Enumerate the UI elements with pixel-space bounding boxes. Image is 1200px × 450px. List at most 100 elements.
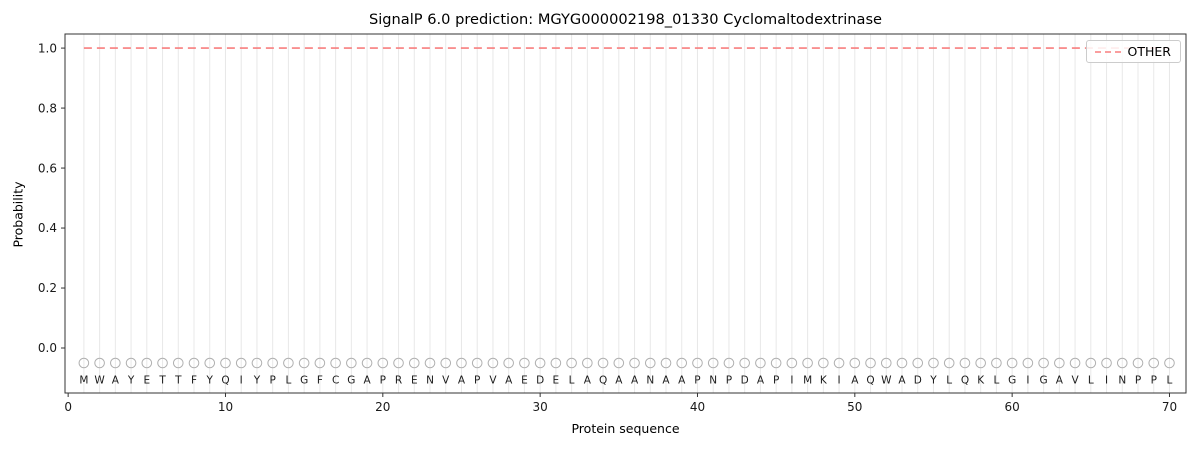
residue-marker	[1054, 357, 1065, 369]
residue-marker	[157, 357, 168, 369]
residue-marker	[707, 357, 719, 369]
residue-letter: G	[1008, 375, 1016, 387]
y-tick-label: 0.0	[38, 341, 57, 355]
residue-letter: D	[536, 375, 544, 387]
residue-letter: N	[646, 375, 654, 387]
residue-marker	[204, 357, 216, 369]
residue-letter: P	[380, 375, 386, 387]
residue-marker	[550, 357, 562, 369]
residue-letter: C	[332, 375, 339, 387]
residue-letter: P	[773, 375, 779, 387]
residue-letter: Q	[599, 375, 607, 387]
residue-marker	[534, 357, 546, 369]
residue-marker	[991, 357, 1002, 369]
residue-letter: Y	[929, 375, 937, 387]
residue-letter: P	[1151, 375, 1157, 387]
residue-marker	[346, 357, 357, 369]
x-tick-label: 60	[1005, 400, 1020, 414]
chart-title: SignalP 6.0 prediction: MGYG000002198_01…	[368, 11, 883, 28]
residue-letter: P	[270, 375, 276, 387]
residue-letter: I	[1105, 375, 1108, 387]
residue-letter: A	[1056, 375, 1064, 387]
residue-marker	[188, 357, 200, 369]
x-tick-label: 50	[847, 400, 862, 414]
residue-marker	[1038, 357, 1049, 369]
residue-letter: K	[977, 375, 985, 387]
y-tick-label: 1.0	[38, 41, 57, 55]
y-tick-label: 0.4	[38, 221, 57, 235]
residue-letter: N	[1118, 375, 1126, 387]
residue-letter: A	[678, 375, 686, 387]
residue-marker	[786, 357, 798, 369]
residue-letter: A	[615, 375, 623, 387]
residue-marker	[644, 357, 656, 369]
residue-marker	[94, 357, 105, 369]
residue-marker	[408, 357, 420, 369]
residue-letter: A	[584, 375, 592, 387]
residue-letter: F	[317, 375, 323, 387]
residue-letter: V	[1071, 375, 1079, 387]
x-tick-label: 70	[1162, 400, 1177, 414]
residue-marker	[141, 357, 153, 369]
residue-marker	[975, 357, 986, 369]
residue-letter: L	[993, 375, 999, 387]
residue-marker	[220, 357, 231, 369]
residue-letter: I	[1026, 375, 1029, 387]
x-axis-label: Protein sequence	[571, 421, 680, 436]
residue-marker	[597, 357, 609, 369]
residue-marker	[503, 357, 514, 369]
residue-letter: T	[174, 375, 182, 387]
residue-letter: A	[112, 375, 120, 387]
residue-marker	[896, 357, 908, 369]
x-tick-label: 30	[533, 400, 548, 414]
residue-letter: L	[1167, 375, 1173, 387]
residue-marker	[880, 357, 892, 369]
residue-letter: A	[757, 375, 765, 387]
residue-letter: P	[694, 375, 700, 387]
residue-marker	[770, 357, 782, 369]
residue-marker	[267, 357, 278, 369]
residue-letter: Q	[221, 375, 229, 387]
residue-marker	[1069, 357, 1081, 369]
y-tick-label: 0.8	[38, 101, 57, 115]
residue-marker	[519, 357, 530, 369]
residue-letter: P	[726, 375, 732, 387]
residue-marker	[1132, 357, 1144, 369]
residue-marker	[613, 357, 625, 369]
residue-marker	[361, 357, 373, 369]
residue-marker	[1085, 357, 1097, 369]
residue-letter: T	[158, 375, 166, 387]
residue-letter: M	[79, 375, 88, 387]
residue-letter: L	[946, 375, 952, 387]
residue-letter: A	[851, 375, 859, 387]
residue-marker	[393, 357, 404, 369]
residue-letter: I	[240, 375, 243, 387]
residue-marker	[172, 357, 184, 369]
residue-letter: G	[300, 375, 308, 387]
residue-letter: D	[741, 375, 749, 387]
residue-letter: E	[143, 375, 150, 387]
residue-letter: L	[285, 375, 291, 387]
residue-letter: V	[442, 375, 450, 387]
residue-letter: P	[474, 375, 480, 387]
residue-letter: G	[347, 375, 355, 387]
residue-marker	[330, 357, 341, 369]
residue-marker	[912, 357, 924, 369]
residue-marker	[1006, 357, 1018, 369]
residue-marker	[471, 357, 483, 369]
residue-marker	[1101, 357, 1112, 369]
residue-letter: Q	[866, 375, 874, 387]
legend-line-sample-icon	[1094, 50, 1121, 53]
legend: OTHER	[1085, 40, 1181, 63]
residue-letter: P	[1135, 375, 1141, 387]
axes-frame	[64, 33, 1187, 394]
residue-marker	[298, 357, 310, 369]
x-tick-label: 0	[64, 400, 72, 414]
residue-marker	[928, 357, 939, 369]
residue-marker	[424, 357, 436, 369]
residue-marker	[582, 357, 593, 369]
residue-marker	[660, 357, 672, 369]
residue-marker	[377, 357, 389, 369]
residue-letter: D	[914, 375, 922, 387]
residue-letter: W	[881, 375, 892, 387]
